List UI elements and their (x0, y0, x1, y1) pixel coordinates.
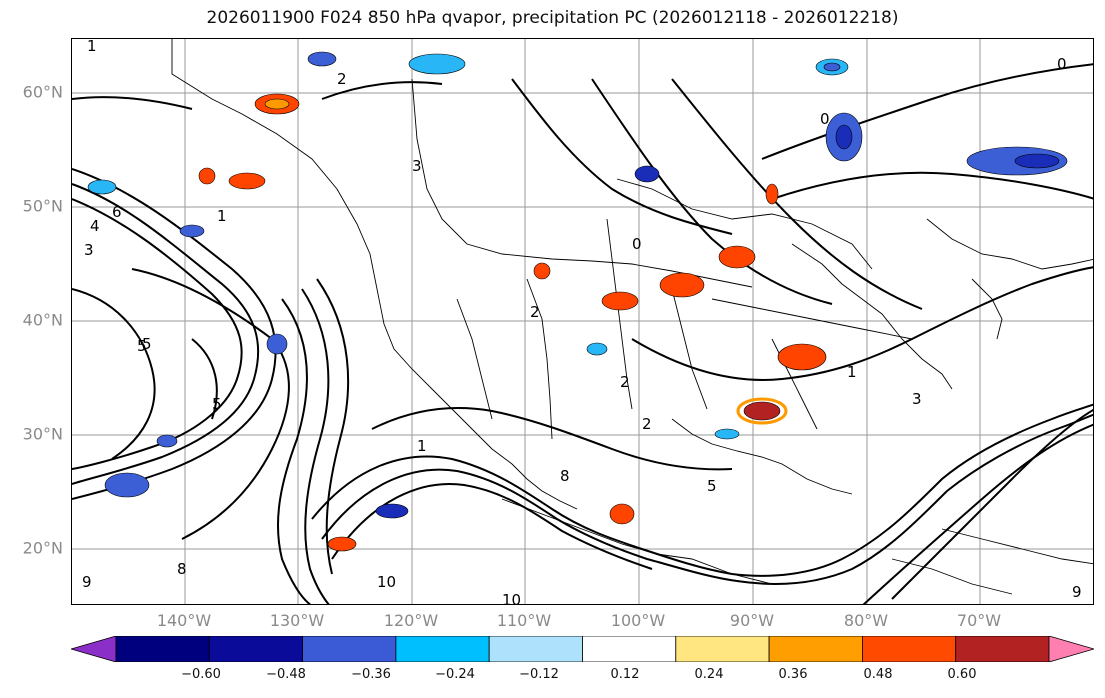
contour-label: 3 (912, 390, 922, 408)
colorbar-segment (768, 636, 863, 662)
contour-label: 3 (412, 157, 422, 175)
contour-label: 4 (90, 217, 100, 235)
contour-label: 3 (84, 241, 94, 259)
lon-label-80w: 80°W (843, 611, 889, 630)
contour-label: 1 (417, 437, 427, 455)
colorbar-tick-label: 0.60 (947, 667, 977, 682)
colorbar-tick-label: −0.60 (181, 667, 221, 682)
lon-label-120w: 120°W (383, 611, 439, 630)
contour-label: 2 (642, 415, 652, 433)
contour-labels: 1 2 3 4 5 6 8 9 10 0 1 2 3 5 5 2 1 2 1 5… (82, 39, 1082, 605)
map-panel: 1 2 3 4 5 6 8 9 10 0 1 2 3 5 5 2 1 2 1 5… (71, 38, 1094, 605)
contour-label: 0 (632, 235, 642, 253)
precip-patches (87, 51, 1068, 552)
colorbar-tick-label: 0.12 (610, 667, 640, 682)
colorbar-tick-label: 0.36 (778, 667, 808, 682)
colorbar-tick-label: −0.12 (519, 667, 559, 682)
contour-label: 2 (337, 70, 347, 88)
graticule (72, 39, 1093, 604)
colorbar-tick-label: 0.24 (694, 667, 724, 682)
contour-label: 8 (177, 560, 187, 578)
lon-label-100w: 100°W (610, 611, 666, 630)
lon-label-90w: 90°W (729, 611, 775, 630)
contour-label: 5 (212, 395, 222, 413)
colorbar-tick-label: 0.48 (863, 667, 893, 682)
contour-label: 10 (502, 591, 521, 605)
contour-label: 5 (142, 335, 152, 353)
contour-label: 6 (112, 203, 122, 221)
colorbar-segment (862, 636, 957, 662)
colorbar-segment (955, 636, 1050, 662)
contours (72, 63, 1093, 604)
contour-label: 5 (707, 477, 717, 495)
lat-label-20n: 20°N (22, 538, 63, 558)
lon-label-110w: 110°W (496, 611, 552, 630)
contour-label: 0 (1057, 55, 1067, 73)
contour-label: 9 (1072, 583, 1082, 601)
lon-label-130w: 130°W (269, 611, 325, 630)
colorbar-tick-label: −0.36 (351, 667, 391, 682)
colorbar-tick-label: −0.48 (266, 667, 306, 682)
contour-label: 5 (137, 337, 147, 355)
lon-label-140w: 140°W (156, 611, 212, 630)
colorbar-segment (302, 636, 397, 662)
contour-label: 0 (820, 110, 830, 128)
lat-label-50n: 50°N (22, 196, 63, 216)
contour-label: 9 (82, 573, 92, 591)
colorbar (71, 636, 1094, 662)
colorbar-segments (71, 636, 1094, 662)
contour-label: 1 (847, 363, 857, 381)
contour-label: 2 (620, 373, 630, 391)
colorbar-segment (115, 636, 210, 662)
contour-label: 8 (560, 467, 570, 485)
lat-label-60n: 60°N (22, 82, 63, 102)
colorbar-segment (208, 636, 304, 662)
colorbar-segment (675, 636, 770, 662)
contour-label: 1 (87, 39, 97, 55)
chart-title: 2026011900 F024 850 hPa qvapor, precipit… (206, 8, 899, 28)
lon-label-70w: 70°W (956, 611, 1002, 630)
colorbar-segment (395, 636, 490, 662)
colorbar-segment (582, 636, 677, 662)
colorbar-extend-min (71, 636, 117, 662)
colorbar-extend-max (1048, 636, 1094, 662)
map-canvas: 1 2 3 4 5 6 8 9 10 0 1 2 3 5 5 2 1 2 1 5… (72, 39, 1093, 605)
contour-label: 2 (530, 303, 540, 321)
lat-label-40n: 40°N (22, 310, 63, 330)
colorbar-segment (488, 636, 583, 662)
lat-label-30n: 30°N (22, 424, 63, 444)
contour-label: 1 (217, 207, 227, 225)
contour-label: 10 (377, 573, 396, 591)
colorbar-tick-label: −0.24 (435, 667, 475, 682)
